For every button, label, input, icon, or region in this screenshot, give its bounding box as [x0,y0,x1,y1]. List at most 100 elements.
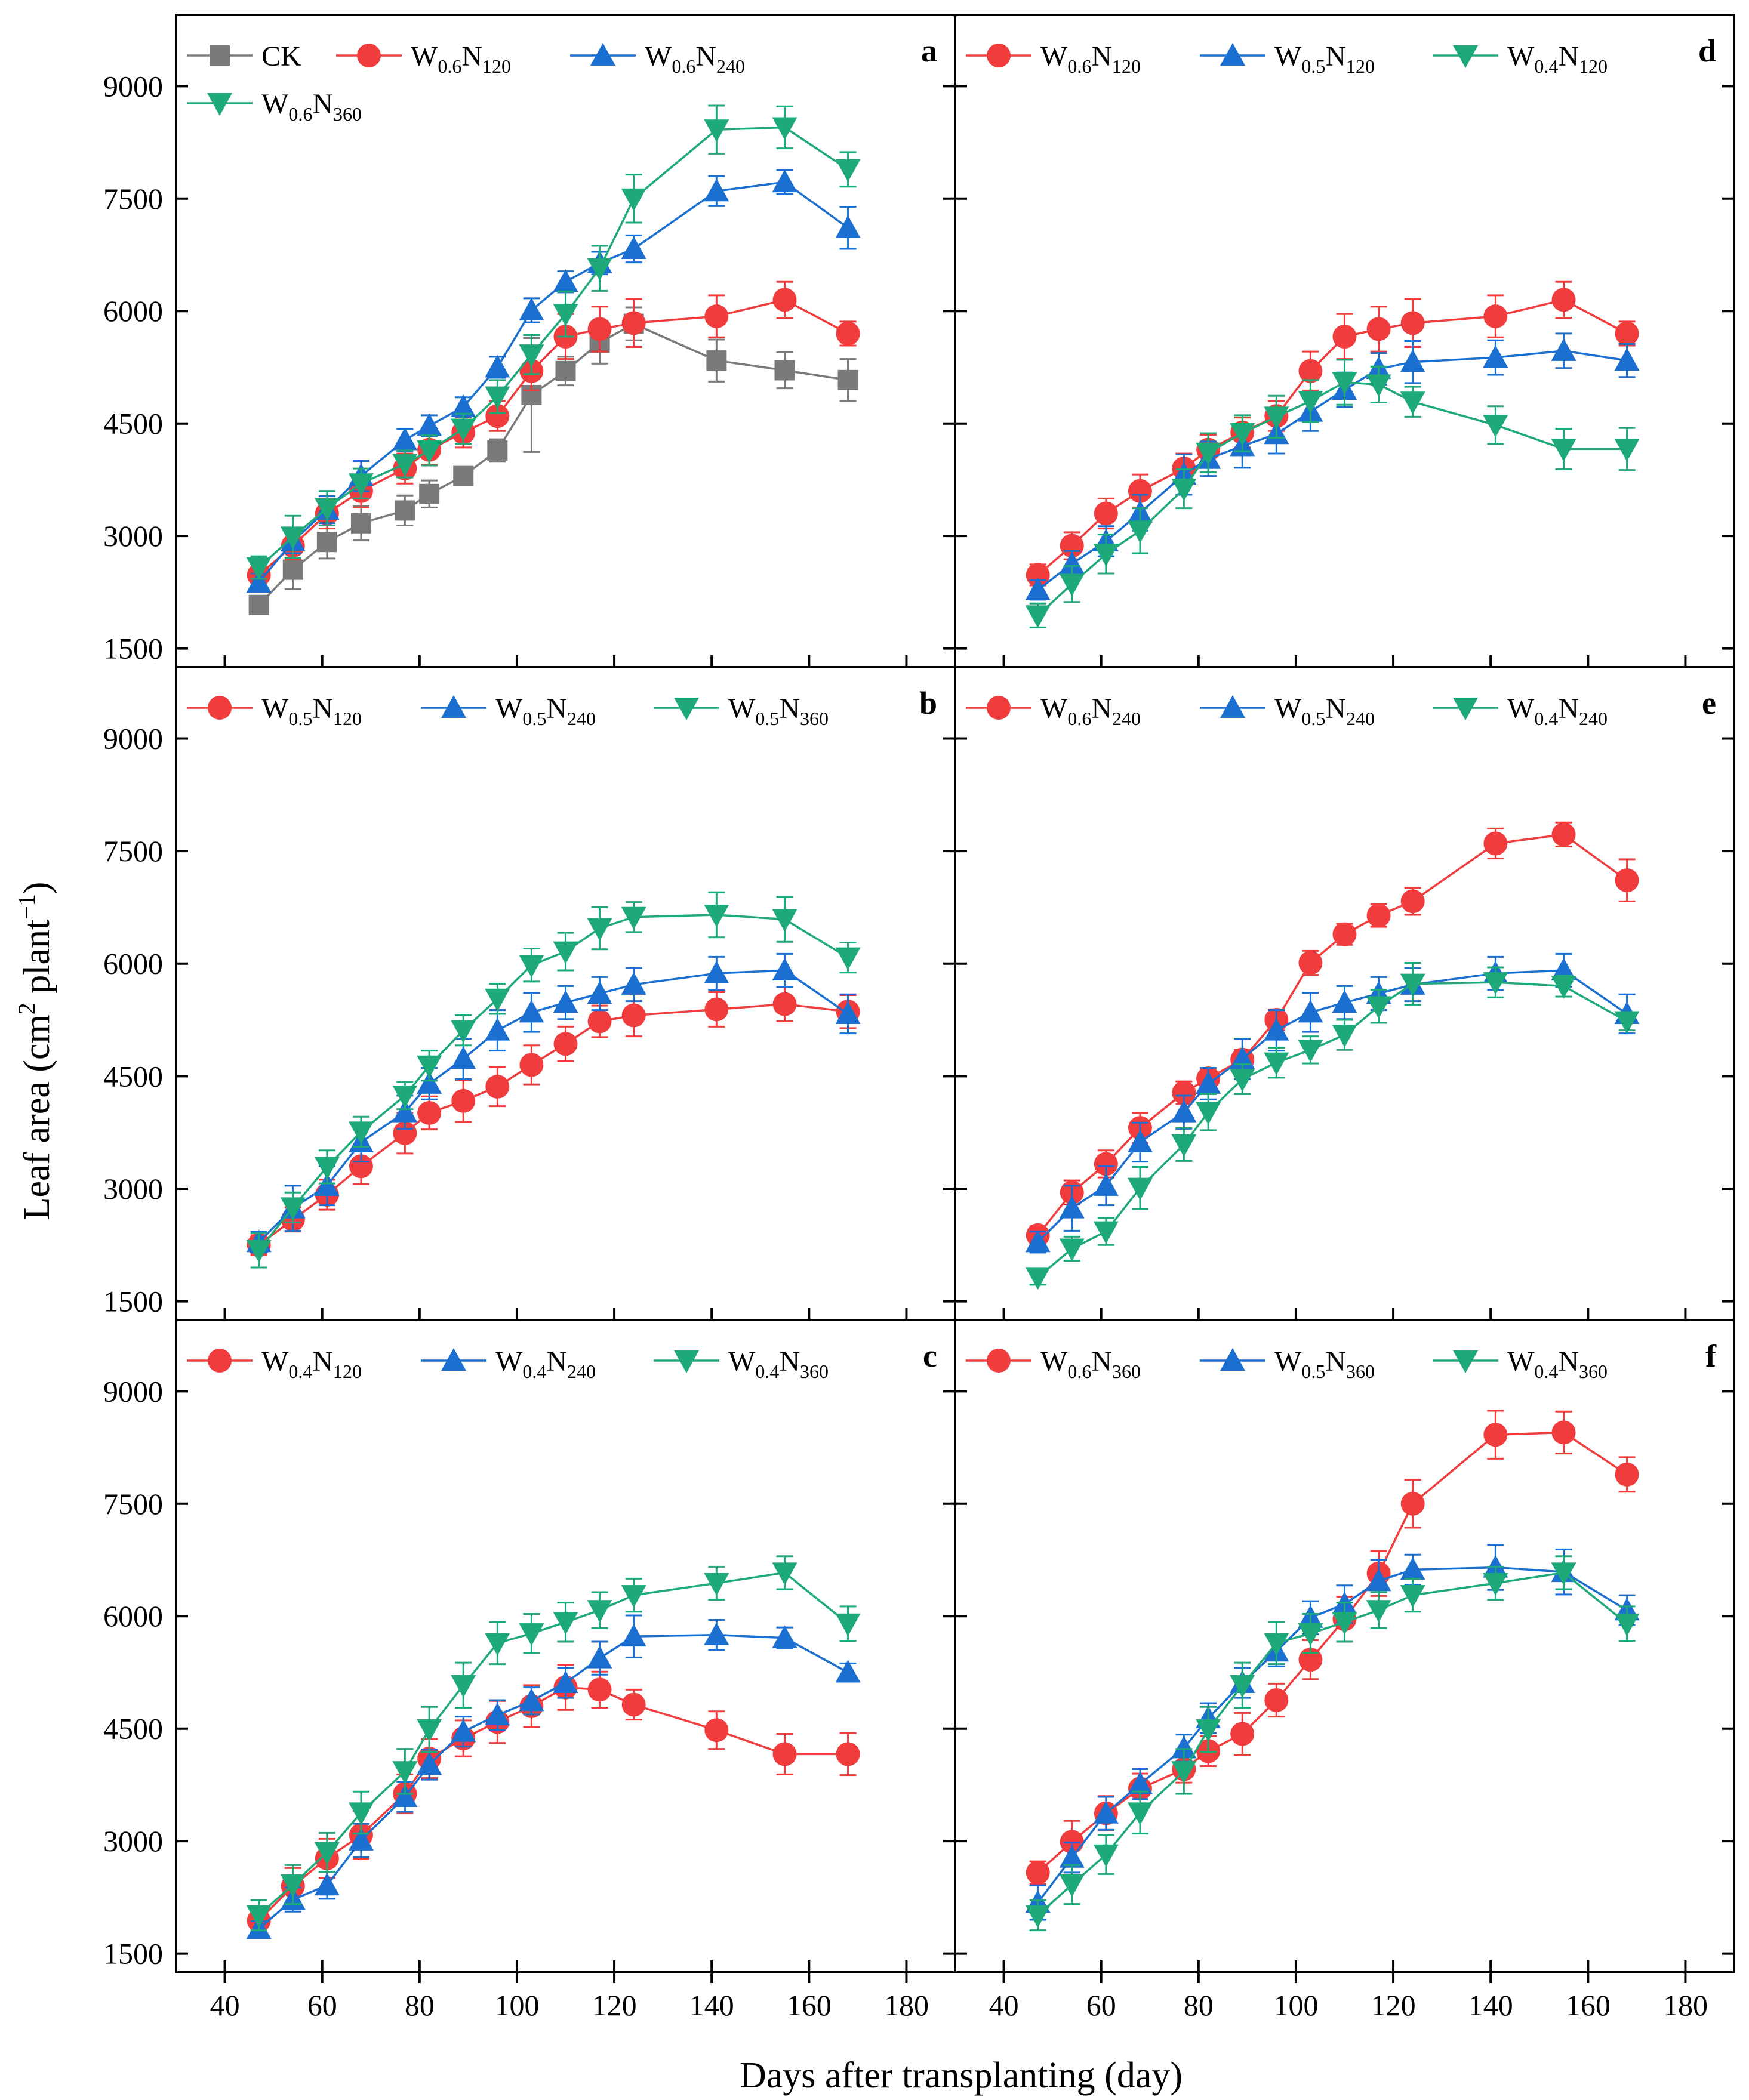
data-point [1264,1633,1289,1656]
data-point [393,1121,417,1145]
data-point [772,1625,797,1648]
x-tick-label: 120 [592,1988,637,2022]
data-point [1614,348,1640,371]
data-point [485,988,510,1012]
data-point [1171,1735,1197,1759]
legend-marker [1220,43,1245,66]
data-point [587,981,612,1004]
data-point [1483,345,1508,368]
data-point [246,1240,272,1263]
data-point [1171,478,1197,501]
x-tick-label: 120 [1371,1988,1416,2022]
legend-item: W0.4N360 [654,1346,829,1382]
data-point [314,1173,340,1196]
data-point [451,1719,476,1742]
series-W0.4N360 [246,1555,861,1932]
legend-item: W0.4N360 [1433,1346,1608,1382]
data-point [553,941,578,964]
data-point [1400,349,1425,372]
x-tick-label: 40 [210,1988,240,2022]
series-W0.6N120 [1026,280,1639,587]
panels-layer: 1500 3000 4500 6000 7500 9000 CK W0.6N120 W0.6N2… [103,14,1735,2022]
legend-item: W0.5N240 [1200,693,1375,729]
legend-label: W0.5N360 [728,693,829,729]
data-point [485,404,510,428]
legend-item: W0.6N360 [187,88,362,125]
y-tick-label: 9000 [103,1374,163,1408]
panel-label: d [1698,33,1716,69]
series-line [1037,1431,1628,1874]
legend-item: W0.6N360 [966,1346,1141,1382]
data-point [485,1703,510,1726]
data-point [316,532,337,553]
data-point [1551,822,1576,847]
data-point [1615,868,1639,893]
data-point [417,1100,442,1125]
data-point [280,526,306,550]
series-W0.6N360 [246,104,861,580]
data-point [1264,1017,1289,1041]
series-line [258,1003,848,1246]
data-point [1614,1613,1640,1636]
data-point [1025,577,1051,600]
panel-frame [954,1319,1735,1973]
data-point [1400,1557,1425,1580]
x-tick-label: 80 [405,1988,435,2022]
legend-item: W0.5N240 [421,693,596,729]
legend-item: W0.6N120 [966,41,1141,77]
data-point [1366,1600,1391,1623]
data-point [587,1677,612,1702]
legend-label: W0.5N120 [261,693,362,729]
data-point [587,918,612,941]
data-point [1298,1623,1323,1646]
data-point [1093,1173,1119,1196]
data-point [704,1572,729,1596]
data-point [1264,406,1289,430]
legend-label: W0.4N240 [495,1346,596,1382]
panel-label: b [919,685,937,721]
data-point [314,1842,340,1865]
y-tick-label: 3000 [103,519,163,553]
legend-marker [210,45,230,66]
data-point [1059,1874,1085,1898]
series-line [258,914,849,1251]
data-point [485,354,510,378]
data-point [1400,973,1425,997]
x-tick-label: 140 [689,1988,734,2022]
data-point [314,498,340,521]
data-point [1025,605,1051,628]
legend-marker [357,44,381,67]
data-point [282,559,303,580]
data-point [587,258,612,281]
data-point [772,909,797,932]
panel-a: 1500 3000 4500 6000 7500 9000 CK W0.6N120 W0.6N2… [103,14,956,668]
legend-marker [590,43,615,66]
data-point [348,473,374,497]
panel-b: 1500 3000 4500 6000 7500 9000 W0.5N120 W0.5N240… [103,666,956,1321]
legend-label: W0.6N360 [1040,1346,1141,1382]
data-point [835,1613,861,1636]
data-point [348,1827,374,1851]
data-point [395,500,415,521]
data-point [704,961,729,984]
data-point [621,1692,646,1717]
data-point [392,1099,418,1123]
data-point [1298,1040,1323,1063]
data-point [1264,1688,1289,1712]
data-point [1366,374,1391,397]
series-W0.5N360 [246,891,861,1269]
legend: W0.5N120 W0.5N240 W0.5N360 [187,693,829,729]
data-point [835,215,861,238]
data-point [485,1633,510,1656]
legend: W0.6N360 W0.5N360 W0.4N360 [966,1346,1608,1382]
legend-item: W0.5N120 [187,693,362,729]
panel-c: 1500 3000 4500 6000 7500 9000 40 60 80 100 120 140 1… [103,1319,956,2022]
data-point [417,1071,442,1094]
data-point [1483,972,1508,995]
legend-item: W0.4N240 [1433,693,1608,729]
data-point [1093,1800,1119,1824]
data-point [1483,831,1508,856]
data-point [246,1905,272,1928]
data-point [1230,423,1255,446]
data-point [621,906,646,930]
